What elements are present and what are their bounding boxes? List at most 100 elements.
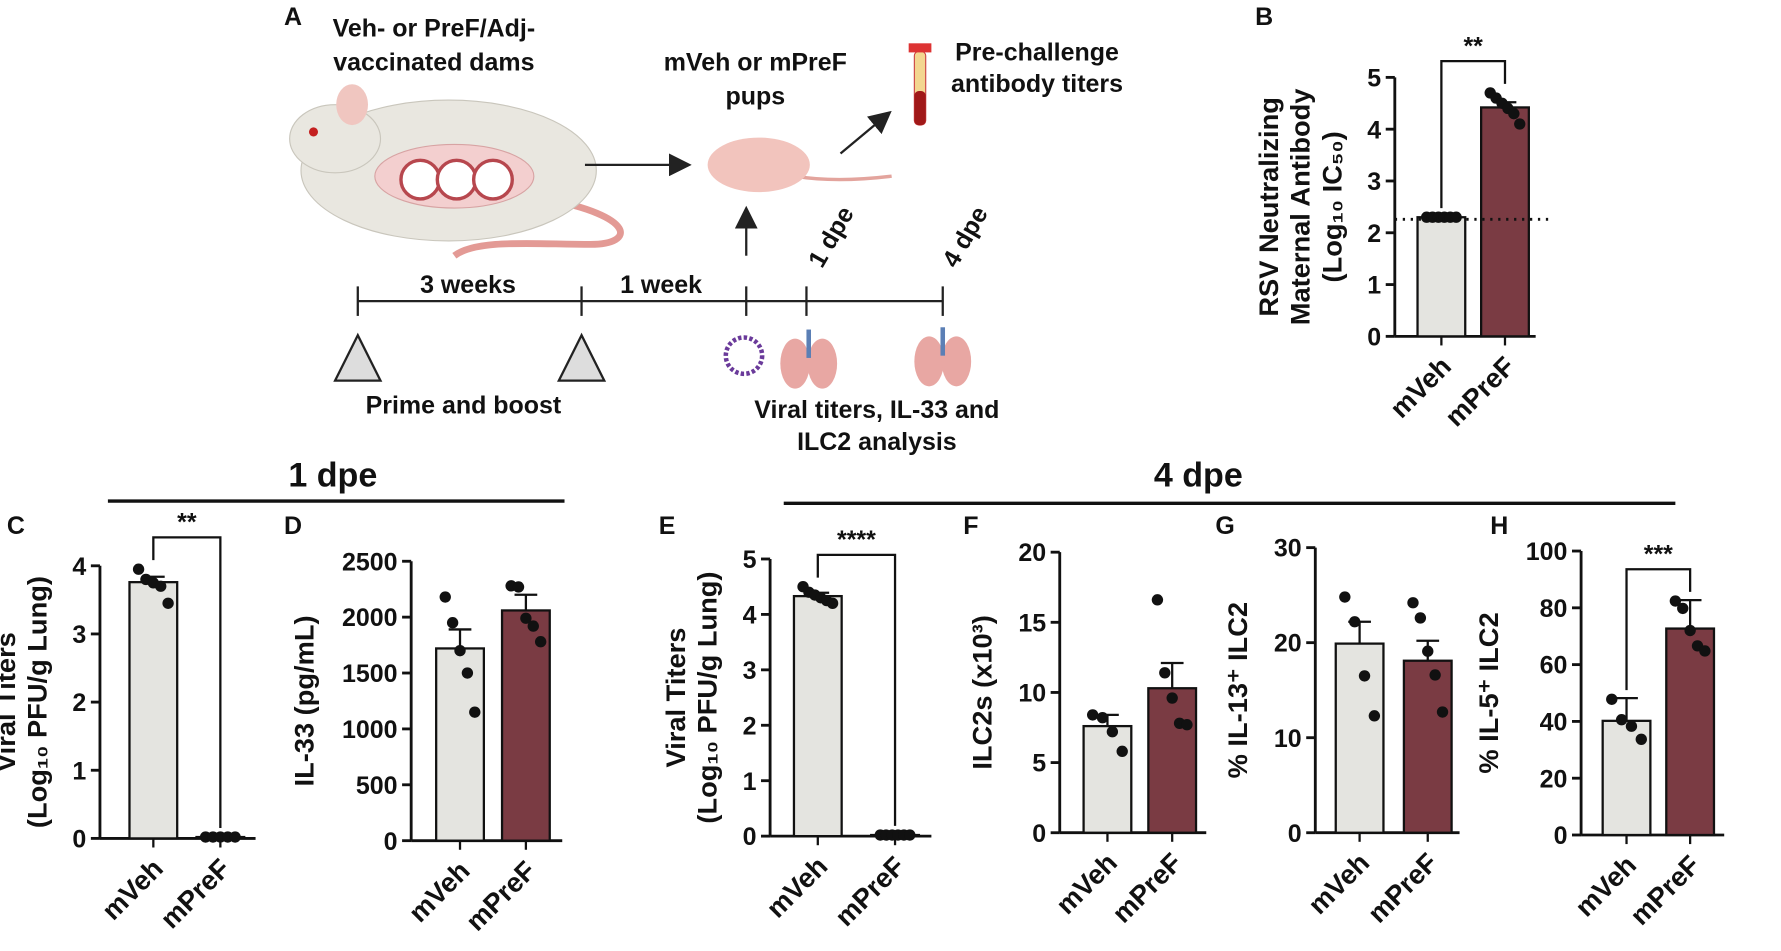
y-tick-label: 1 [72, 757, 86, 785]
panel-letter: A [284, 3, 302, 31]
data-point [1358, 670, 1371, 682]
y-axis-label: RSV Neutralizing [1253, 97, 1284, 317]
y-tick-label: 5 [743, 546, 757, 574]
panel-letter: C [7, 512, 25, 540]
y-tick-label: 10 [1274, 725, 1302, 753]
arrow [839, 110, 892, 155]
group-label: 4 dpe [1154, 456, 1243, 494]
y-tick-label: 10 [1018, 680, 1046, 708]
significance-label: ** [177, 509, 197, 537]
lungs [780, 329, 838, 389]
analysis-label: ILC2 analysis [797, 428, 957, 456]
interval-label: 3 weeks [420, 271, 516, 299]
data-point [439, 591, 451, 603]
data-point [527, 620, 539, 632]
significance-label: ** [1463, 32, 1483, 60]
data-point [1699, 645, 1711, 657]
y-tick-label: 2500 [342, 548, 398, 576]
bar [1480, 106, 1530, 338]
y-axis-label: IL-33 (pg/mL) [288, 615, 319, 786]
data-point [446, 617, 459, 629]
significance-label: **** [837, 526, 876, 554]
pups-label: pups [726, 83, 786, 111]
data-point [1166, 692, 1178, 704]
y-tick-label: 1000 [342, 716, 398, 744]
y-tick-label: 2 [1367, 220, 1381, 248]
y-tick-label: 4 [743, 602, 757, 630]
y-tick-label: 2000 [342, 604, 398, 632]
bar [500, 609, 551, 842]
data-point [1181, 719, 1193, 731]
bar [1665, 627, 1716, 837]
data-point [1159, 667, 1171, 679]
y-tick-label: 30 [1274, 535, 1302, 563]
significance-bracket [1440, 59, 1507, 209]
x-tick-label: mPreF [1361, 847, 1443, 929]
data-point [1450, 211, 1462, 223]
pups-label: mVeh or mPreF [664, 49, 847, 77]
data-point [1414, 612, 1427, 624]
eye [308, 127, 319, 137]
bar [792, 594, 843, 838]
data-point [1514, 118, 1526, 130]
data-point [512, 581, 525, 593]
data-point [1151, 594, 1164, 606]
y-tick-label: 3 [72, 621, 86, 649]
panel-letter: G [1215, 512, 1234, 540]
dams-label: Veh- or PreF/Adj- [333, 14, 536, 42]
data-point [1087, 709, 1099, 721]
data-point [454, 644, 466, 657]
y-axis-label: (Log₁₀ PFU/g Lung) [22, 576, 53, 828]
y-tick-label: 2 [72, 689, 86, 717]
panel-letter: H [1490, 512, 1508, 540]
fetus [435, 158, 478, 201]
x-tick-label: mPreF [1106, 847, 1188, 929]
group-label: 1 dpe [288, 456, 377, 494]
data-point [1349, 616, 1361, 628]
data-point [461, 667, 474, 679]
panel-letter: F [963, 512, 978, 540]
y-tick-label: 0 [1554, 822, 1568, 850]
day-label: 1 dpe [803, 202, 860, 273]
data-point [1615, 714, 1628, 726]
pup [707, 137, 810, 193]
y-tick-label: 0 [1032, 820, 1046, 848]
x-tick-label: mPreF [829, 850, 911, 932]
analysis-label: Viral titers, IL-33 and [754, 396, 999, 424]
x-tick-label: mPreF [154, 853, 236, 935]
bar [128, 581, 179, 840]
data-point [1677, 602, 1689, 615]
dams-label: vaccinated dams [333, 49, 534, 77]
bar [1402, 659, 1453, 834]
data-point [1422, 645, 1434, 657]
data-point [162, 597, 174, 609]
data-point [155, 580, 167, 592]
significance-bracket [1625, 568, 1692, 691]
y-axis-label: % IL-5⁺ ILC2 [1473, 612, 1504, 773]
panel-letter: B [1255, 3, 1273, 31]
y-axis-label: (Log₁₀ IC₅₀) [1316, 131, 1347, 282]
y-tick-label: 100 [1526, 538, 1568, 566]
bar [1416, 216, 1467, 338]
bar [1147, 687, 1198, 834]
data-point [469, 706, 481, 718]
panel-a: A Veh- or PreF/Adj- vaccinated dams mVeh… [284, 3, 1123, 456]
data-point [1096, 712, 1109, 724]
dam-head [289, 104, 382, 174]
data-point [1429, 669, 1441, 681]
data-point [1407, 597, 1419, 609]
data-point [534, 636, 547, 648]
x-tick-label: mPreF [460, 855, 542, 937]
y-axis-label: % IL-13⁺ ILC2 [1222, 602, 1253, 778]
lungs [914, 327, 972, 387]
y-tick-label: 20 [1018, 539, 1046, 567]
y-tick-label: 80 [1540, 595, 1568, 623]
y-axis-label: ILC2s (x10³) [967, 615, 998, 769]
y-tick-label: 0 [72, 825, 86, 853]
significance-label: *** [1644, 540, 1673, 568]
data-point [1508, 107, 1520, 120]
bar [1334, 642, 1385, 834]
tube-cap [908, 43, 932, 53]
data-point [826, 597, 839, 610]
